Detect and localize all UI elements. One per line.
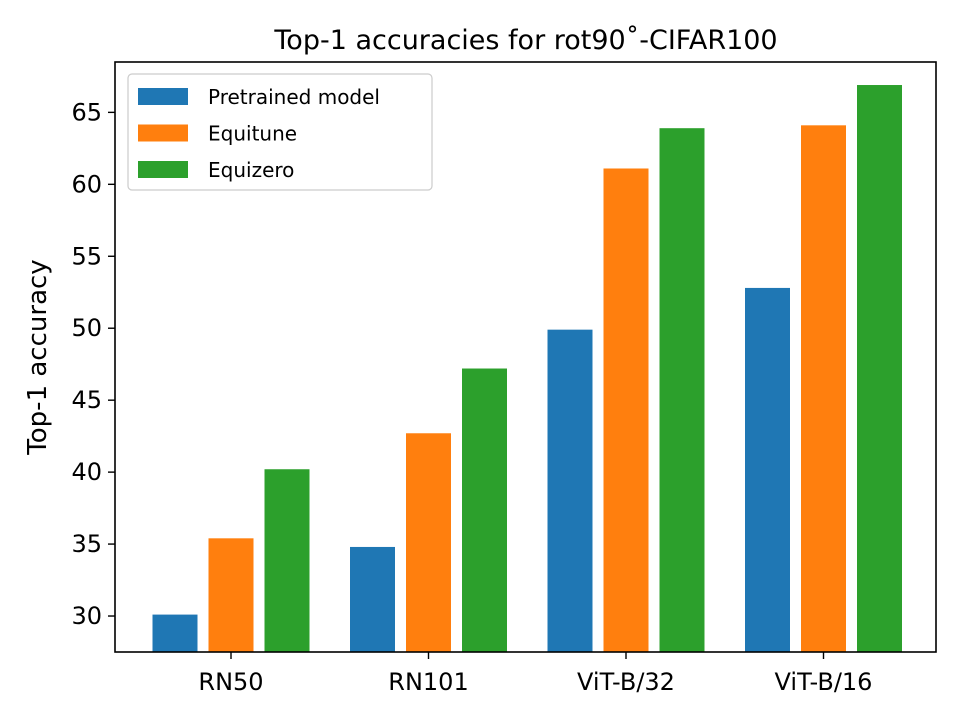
bar: [406, 433, 451, 652]
y-tick-label: 60: [71, 170, 102, 198]
y-tick-label: 50: [71, 314, 102, 342]
bar: [350, 546, 395, 652]
axis-ticks: 30 35 40 45 50 55 60 65 RN50 RN101 ViT-B/32 ViT-B/1…: [71, 98, 872, 696]
bar: [857, 85, 902, 652]
y-tick-label: 35: [71, 530, 102, 558]
x-tick-label: ViT-B/16: [775, 668, 873, 696]
bar: [462, 368, 507, 652]
x-tick-label: RN50: [198, 668, 263, 696]
legend-label: Pretrained model: [208, 85, 380, 109]
plot-frame: [114, 61, 937, 653]
bar: [745, 287, 790, 652]
bar: [208, 538, 254, 652]
legend-box: [127, 73, 433, 191]
chart-title: Top-1 accuracies for rot90˚-CIFAR100: [273, 25, 777, 56]
bar: [264, 469, 310, 652]
legend-label: Equitune: [208, 122, 297, 146]
y-tick-label: 55: [71, 242, 102, 270]
y-tick-label: 65: [71, 98, 102, 126]
y-tick-label: 45: [71, 386, 102, 414]
legend-swatch: [138, 88, 188, 105]
y-tick-label: 40: [71, 458, 102, 486]
legend-label: Equizero: [208, 158, 294, 182]
bar: [152, 614, 198, 652]
bar: [603, 168, 649, 653]
x-tick-label: ViT-B/32: [577, 668, 675, 696]
bar: [547, 329, 593, 652]
legend-swatch: [138, 161, 188, 178]
legend-swatch: [138, 124, 188, 142]
y-tick-label: 30: [71, 602, 102, 630]
bars: [152, 85, 902, 653]
legend: Pretrained model Equitune Equizero: [127, 73, 433, 191]
y-axis-label: Top-1 accuracy: [23, 259, 53, 455]
x-tick-label: RN101: [388, 668, 468, 696]
bar: [659, 128, 705, 652]
bar: [801, 125, 846, 652]
